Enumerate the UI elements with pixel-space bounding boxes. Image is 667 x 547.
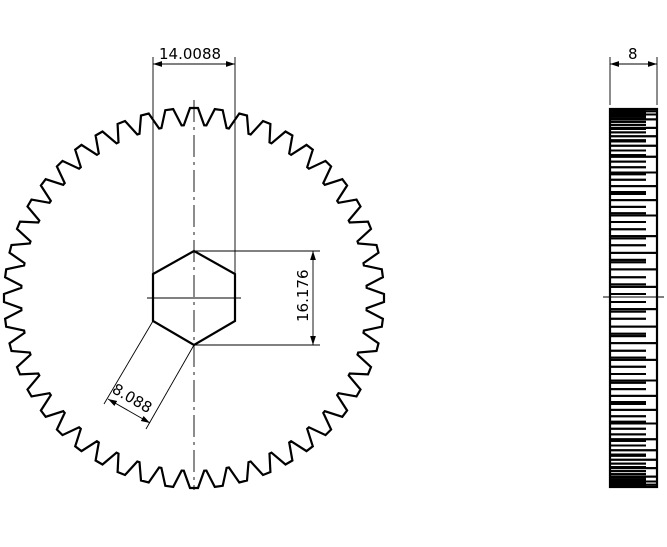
gear-side-outline	[608, 107, 659, 489]
dim-label-face-width: 8	[628, 45, 638, 63]
dim-label-hex-side: 8.088	[109, 380, 155, 417]
extension-line-b	[145, 344, 195, 430]
front-view: 14.0088 16.176 8.088	[2, 45, 386, 490]
dim-label-across-corners: 16.176	[294, 270, 312, 323]
dim-face-width: 8	[609, 45, 658, 105]
side-view: 8	[603, 45, 664, 489]
gear-teeth-hatching	[610, 109, 657, 487]
extension-line-a	[103, 320, 154, 405]
dimension-line	[107, 398, 151, 424]
gear-tooth-profile	[2, 106, 386, 490]
dim-across-corners: 16.176	[194, 250, 320, 346]
dim-label-across-flats: 14.0088	[159, 45, 221, 63]
dim-across-flats: 14.0088	[152, 45, 236, 274]
